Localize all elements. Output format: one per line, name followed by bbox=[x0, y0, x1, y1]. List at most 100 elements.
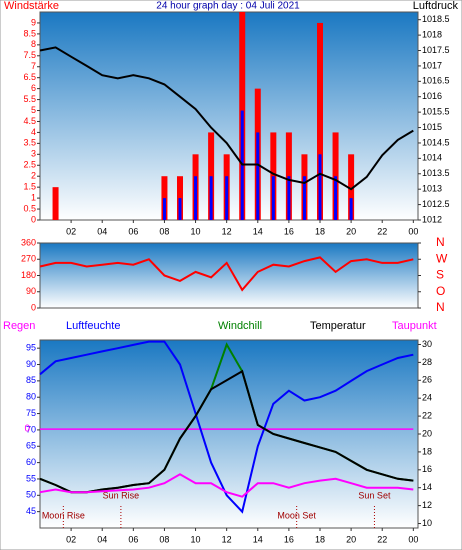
y2-tick-label: N bbox=[436, 235, 445, 249]
y-tick-label: 3 bbox=[31, 149, 36, 159]
y2-tick-label: 24 bbox=[422, 393, 432, 403]
event-label: Moon Rise bbox=[42, 510, 85, 520]
y-tick-label: 45 bbox=[26, 506, 36, 516]
y2-tick-label: 1017 bbox=[422, 60, 442, 70]
x-tick-label: 00 bbox=[408, 534, 418, 544]
legend-entry: Temperatur bbox=[310, 320, 366, 332]
y2-tick-label: W bbox=[436, 251, 448, 265]
wind-bar bbox=[162, 198, 166, 220]
y2-tick-label: 1014 bbox=[422, 153, 442, 163]
wind-bar bbox=[225, 176, 229, 220]
wind-bar bbox=[161, 176, 168, 220]
x-tick-label: 04 bbox=[97, 534, 107, 544]
x-tick-label: 22 bbox=[377, 226, 387, 236]
y-tick-label: 75 bbox=[26, 408, 36, 418]
y-tick-label: 2 bbox=[31, 171, 36, 181]
y-tick-label: 7 bbox=[31, 61, 36, 71]
y-tick-label: 3.5 bbox=[23, 138, 36, 148]
y-tick-label: 6.5 bbox=[23, 72, 36, 82]
y2-tick-label: 1017.5 bbox=[422, 45, 450, 55]
y-tick-label: 360 bbox=[21, 237, 36, 247]
y2-tick-label: 1018.5 bbox=[422, 14, 450, 24]
wind-bar bbox=[348, 154, 355, 220]
x-tick-label: 02 bbox=[66, 534, 76, 544]
legend-entry: Windstärke bbox=[4, 0, 59, 12]
plot-area bbox=[39, 242, 419, 309]
y-tick-label: 0 bbox=[31, 214, 36, 224]
y-tick-label: 80 bbox=[26, 392, 36, 402]
y2-tick-label: S bbox=[436, 268, 444, 282]
y-tick-label: 4 bbox=[31, 127, 36, 137]
y2-tick-label: O bbox=[436, 284, 445, 298]
y3-tick-label: 0 bbox=[24, 424, 30, 435]
chart-title: 24 hour graph day : 04 Juli 2021 bbox=[156, 1, 300, 12]
wind-bar bbox=[287, 176, 291, 220]
x-tick-label: 20 bbox=[346, 534, 356, 544]
x-tick-label: 16 bbox=[284, 534, 294, 544]
wind-bar bbox=[302, 176, 306, 220]
y2-tick-label: 1015 bbox=[422, 122, 442, 132]
y-tick-label: 8.5 bbox=[23, 28, 36, 38]
wind-bar bbox=[271, 176, 275, 220]
wind-bar bbox=[334, 176, 338, 220]
series-line bbox=[39, 473, 414, 498]
x-tick-label: 20 bbox=[346, 226, 356, 236]
x-tick-label: 04 bbox=[97, 226, 107, 236]
x-tick-label: 06 bbox=[128, 226, 138, 236]
legend-entry: Taupunkt bbox=[392, 320, 437, 332]
y-tick-label: 5.5 bbox=[23, 94, 36, 104]
y-tick-label: 0.5 bbox=[23, 203, 36, 213]
series-line bbox=[39, 46, 414, 191]
wind-bar bbox=[349, 198, 353, 220]
y2-tick-label: 1013.5 bbox=[422, 168, 450, 178]
x-tick-label: 14 bbox=[253, 534, 263, 544]
y2-tick-label: 14 bbox=[422, 482, 432, 492]
x-tick-label: 12 bbox=[222, 226, 232, 236]
series-line bbox=[39, 340, 414, 514]
y-tick-label: 6 bbox=[31, 83, 36, 93]
x-tick-label: 18 bbox=[315, 534, 325, 544]
x-tick-label: 14 bbox=[253, 226, 263, 236]
y-tick-label: 180 bbox=[21, 270, 36, 280]
x-tick-label: 16 bbox=[284, 226, 294, 236]
wind-bar bbox=[318, 154, 322, 220]
y2-tick-label: N bbox=[436, 300, 445, 314]
legend-entry: Regen bbox=[3, 320, 35, 332]
y2-tick-label: 1016 bbox=[422, 91, 442, 101]
x-tick-label: 18 bbox=[315, 226, 325, 236]
y2-tick-label: 1012 bbox=[422, 214, 442, 224]
y-tick-label: 1.5 bbox=[23, 182, 36, 192]
y2-tick-label: 18 bbox=[422, 446, 432, 456]
y2-tick-label: 10 bbox=[422, 518, 432, 528]
y-tick-label: 50 bbox=[26, 490, 36, 500]
y2-tick-label: 12 bbox=[422, 500, 432, 510]
x-tick-label: 02 bbox=[66, 226, 76, 236]
y2-tick-label: 1018 bbox=[422, 29, 442, 39]
wind-bar bbox=[177, 176, 183, 220]
y-tick-label: 55 bbox=[26, 473, 36, 483]
x-tick-label: 10 bbox=[191, 226, 201, 236]
y2-tick-label: 1016.5 bbox=[422, 76, 450, 86]
wind-bar bbox=[256, 132, 260, 220]
y2-tick-label: 26 bbox=[422, 375, 432, 385]
x-tick-label: 22 bbox=[377, 534, 387, 544]
wind-bar bbox=[194, 176, 198, 220]
y-tick-label: 5 bbox=[31, 105, 36, 115]
x-tick-label: 12 bbox=[222, 534, 232, 544]
y-tick-label: 7.5 bbox=[23, 50, 36, 60]
y2-tick-label: 20 bbox=[422, 428, 432, 438]
series-line bbox=[39, 256, 414, 292]
x-tick-label: 10 bbox=[191, 534, 201, 544]
y-tick-label: 8 bbox=[31, 39, 36, 49]
legend-entry: Windchill bbox=[218, 320, 262, 332]
y-tick-label: 9 bbox=[31, 17, 36, 27]
y-tick-label: 90 bbox=[26, 359, 36, 369]
legend-entry: Luftfeuchte bbox=[66, 320, 120, 332]
y2-tick-label: 16 bbox=[422, 464, 432, 474]
y2-tick-label: 30 bbox=[422, 339, 432, 349]
x-tick-label: 08 bbox=[159, 226, 169, 236]
series-line bbox=[39, 369, 414, 494]
y-tick-label: 60 bbox=[26, 457, 36, 467]
y2-tick-label: 1014.5 bbox=[422, 137, 450, 147]
